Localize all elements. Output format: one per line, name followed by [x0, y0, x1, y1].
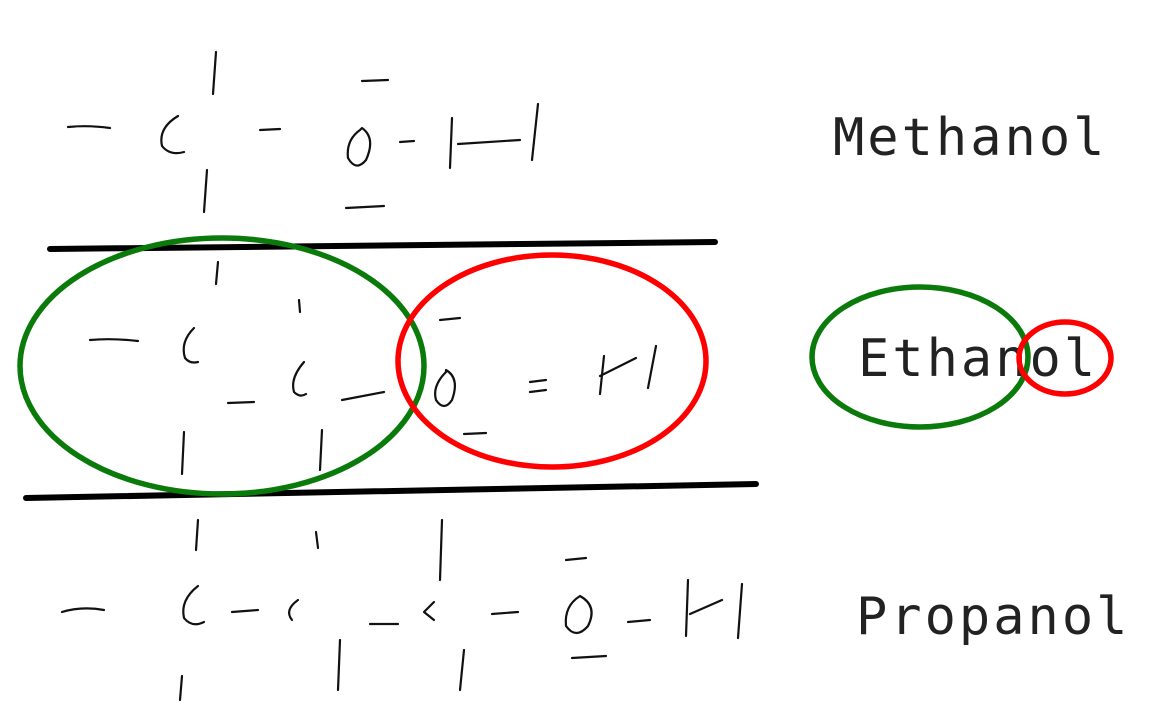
propanol-carbon-c1 — [182, 584, 206, 626]
propanol-h-bottom-bond-3 — [458, 648, 466, 692]
ethanol-lone-pair-bottom — [462, 431, 488, 436]
propanol-label: Propanol — [856, 587, 1130, 647]
ethanol-label: Ethanol — [858, 329, 1098, 389]
methanol-h-bottom-bond — [202, 168, 209, 214]
ethanol-oxygen-o — [434, 368, 457, 408]
methanol-lone-pair-top — [360, 78, 390, 83]
divider-bottom — [23, 481, 759, 501]
methanol-carbon-c — [160, 114, 186, 155]
methanol-o-h-bond — [398, 139, 416, 144]
propanol-h-bottom-bond-2 — [336, 638, 342, 692]
ethanol-h-bottom-bond-2 — [318, 428, 324, 472]
ethanol-h-left-bond — [88, 338, 140, 343]
ethanol-structure — [88, 260, 658, 476]
ethyl-group-circle — [17, 235, 427, 497]
ethanol-hydrogen-h — [598, 344, 658, 396]
propanol-h-left-bond — [60, 607, 106, 614]
hydroxyl-group-circle — [395, 252, 709, 470]
methanol-h-top-bond — [211, 50, 218, 96]
ethanol-carbon-c1 — [182, 326, 200, 364]
divider-top — [47, 239, 718, 252]
ethanol-lone-pair-top — [438, 316, 462, 322]
propanol-carbon-c3 — [422, 600, 436, 622]
methanol-h-left-bond — [66, 125, 112, 130]
methanol-label: Methanol — [833, 108, 1107, 168]
ethanol-c-c-bond — [226, 400, 256, 405]
ethanol-h-bottom-bond-1 — [180, 430, 186, 476]
propanol-h-top-bond-2 — [314, 530, 320, 550]
propanol-lone-pair-bottom — [570, 654, 608, 660]
methanol-structure — [66, 50, 540, 214]
propanol-hydrogen-h — [684, 578, 744, 640]
propanol-h-top-bond-3 — [438, 518, 444, 582]
propanol-h-bottom-bond-1 — [178, 674, 184, 702]
propanol-lone-pair-top — [564, 556, 588, 562]
propanol-structure — [60, 518, 744, 702]
methanol-lone-pair-bottom — [344, 204, 386, 210]
ethanol-h-top-bond-1 — [214, 260, 220, 286]
ethanol-h-top-bond-2 — [297, 298, 302, 314]
methanol-hydrogen-h — [448, 102, 540, 170]
ethanol-carbon-c2 — [292, 360, 308, 397]
propanol-carbon-c2 — [288, 598, 300, 622]
ethanol-label-ethyl-circle — [809, 284, 1031, 430]
propanol-c-o-bond — [490, 610, 520, 616]
methanol-c-o-bond — [258, 127, 282, 132]
ethanol-o-h-bond — [528, 378, 548, 394]
propanol-oxygen-o — [564, 594, 593, 635]
propanol-c-c-bond-1 — [230, 608, 260, 614]
propanol-o-h-bond — [626, 618, 652, 624]
ethanol-c-o-bond — [340, 390, 386, 402]
methanol-oxygen-o — [346, 126, 372, 167]
ethanol-label-hydroxyl-circle — [1016, 319, 1114, 397]
propanol-h-top-bond-1 — [194, 518, 200, 552]
